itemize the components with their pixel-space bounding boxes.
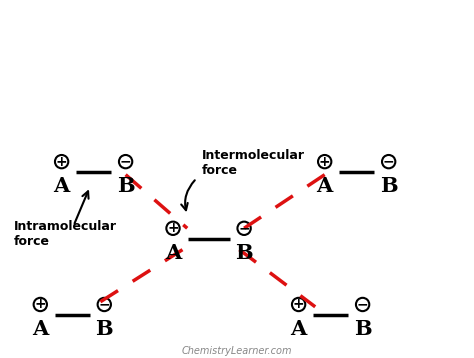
Text: A: A — [32, 319, 48, 339]
Text: B: B — [117, 176, 135, 196]
Text: Intermolecular vs.: Intermolecular vs. — [87, 24, 387, 52]
Text: B: B — [95, 319, 113, 339]
Text: B: B — [380, 176, 398, 196]
Text: Intermolecular
force: Intermolecular force — [201, 149, 304, 177]
Text: A: A — [54, 176, 70, 196]
Text: A: A — [317, 176, 333, 196]
Text: +: + — [35, 297, 46, 311]
Text: A: A — [165, 242, 181, 262]
Text: −: − — [383, 155, 394, 169]
Text: B: B — [235, 242, 253, 262]
Text: Intramolecular Forces: Intramolecular Forces — [57, 79, 417, 107]
Text: +: + — [319, 155, 330, 169]
Text: ChemistryLearner.com: ChemistryLearner.com — [182, 346, 292, 356]
Text: −: − — [357, 297, 368, 311]
Text: −: − — [120, 155, 131, 169]
Text: Intramolecular
force: Intramolecular force — [14, 220, 117, 248]
Text: −: − — [99, 297, 110, 311]
Text: −: − — [238, 221, 250, 235]
Text: +: + — [293, 297, 304, 311]
Text: +: + — [56, 155, 67, 169]
Text: B: B — [354, 319, 372, 339]
Text: +: + — [167, 221, 179, 235]
Text: A: A — [291, 319, 307, 339]
